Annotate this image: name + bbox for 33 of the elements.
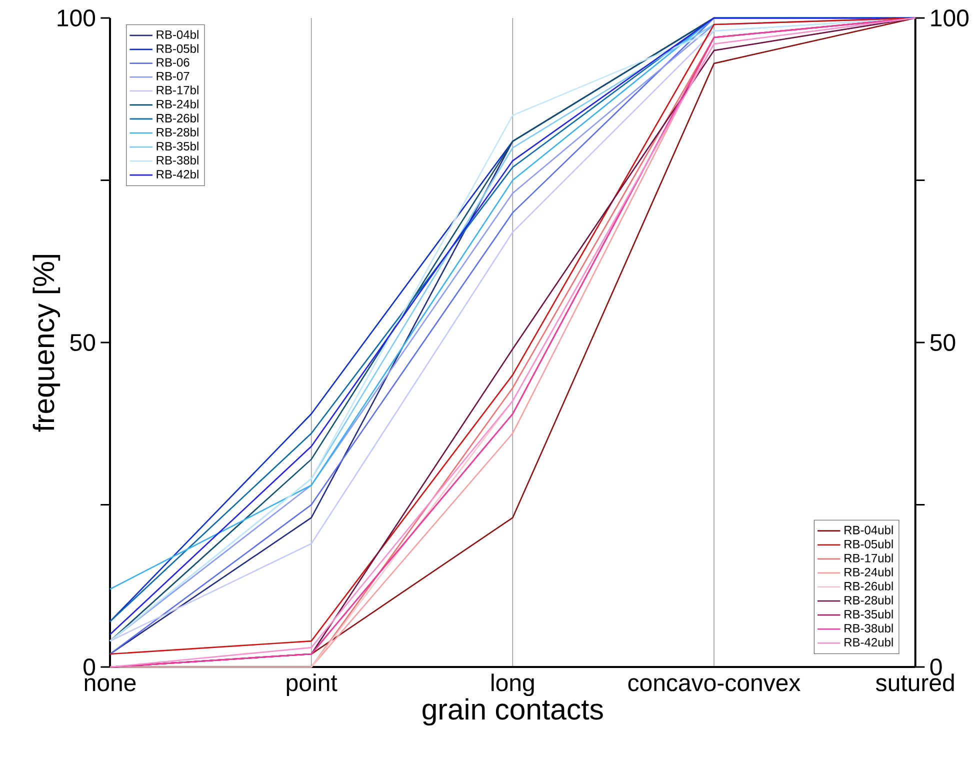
legend-label: RB-38bl <box>156 156 198 165</box>
legend-label: RB-28bl <box>156 128 198 136</box>
legend-label: RB-26bl <box>156 114 198 122</box>
legend-label: RB-38ubl <box>844 624 893 633</box>
legend-label: RB-04ubl <box>844 525 893 534</box>
x-tick-label: none <box>84 678 136 692</box>
y-tick-label: 100 <box>58 9 96 26</box>
legend-label: RB-17bl <box>156 86 198 94</box>
x-tick-label: long <box>492 674 534 696</box>
legend-label: RB-04bl <box>156 30 198 39</box>
legend-label: RB-35ubl <box>844 610 893 618</box>
legend-label: RB-35bl <box>156 142 198 150</box>
legend-label: RB-24ubl <box>844 568 893 576</box>
y-tick-label: 50 <box>70 334 96 351</box>
legend-label: RB-07 <box>156 72 190 80</box>
legend-label: RB-05ubl <box>844 540 893 548</box>
legend-label: RB-28ubl <box>844 596 893 604</box>
x-tick-label: concavo-convex <box>628 678 800 692</box>
legend-label: RB-05bl <box>156 44 198 53</box>
y2-tick-label: 0 <box>930 658 942 676</box>
y-axis-title: frequency [%] <box>32 254 60 432</box>
legend-label: RB-42ubl <box>844 638 893 647</box>
x-tick-label: point <box>286 674 338 696</box>
legend-label: RB-26ubl <box>844 582 893 590</box>
y-tick-label: 0 <box>84 658 96 676</box>
legend-label: RB-17ubl <box>844 554 893 562</box>
y2-tick-label: 100 <box>931 9 968 26</box>
legend-label: RB-42bl <box>156 170 198 179</box>
legend-label: RB-24bl <box>156 100 198 108</box>
x-tick-label: sutured <box>876 674 954 692</box>
x-axis-title: grain contacts <box>422 698 603 726</box>
y2-tick-label: 50 <box>930 334 956 351</box>
legend-label: RB-06 <box>156 58 190 67</box>
